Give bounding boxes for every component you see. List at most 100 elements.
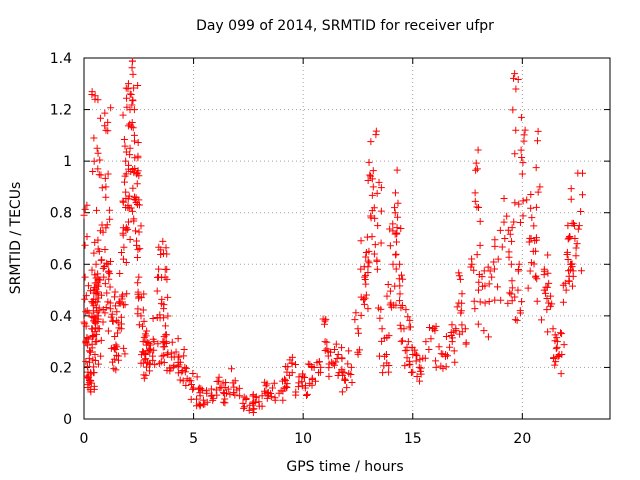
data-point bbox=[151, 361, 159, 369]
data-point bbox=[110, 365, 118, 373]
data-point bbox=[108, 310, 116, 318]
data-point bbox=[107, 344, 115, 352]
data-point bbox=[124, 80, 132, 88]
data-point bbox=[348, 378, 356, 386]
data-point bbox=[568, 282, 576, 290]
data-point bbox=[427, 335, 435, 343]
data-point bbox=[383, 334, 391, 342]
data-point bbox=[368, 207, 376, 215]
data-point bbox=[553, 334, 561, 342]
y-tick-labels: 0 0.2 0.4 0.6 0.8 1 1.2 1.4 bbox=[50, 51, 72, 428]
data-point bbox=[508, 297, 516, 305]
data-point bbox=[488, 273, 496, 281]
data-point bbox=[282, 363, 290, 371]
data-point bbox=[504, 299, 512, 307]
data-point bbox=[129, 166, 137, 174]
data-point bbox=[515, 260, 523, 268]
data-point bbox=[526, 234, 534, 242]
data-point bbox=[511, 199, 519, 207]
data-point bbox=[114, 318, 122, 326]
data-point bbox=[239, 399, 247, 407]
data-point bbox=[366, 171, 374, 179]
data-point bbox=[394, 213, 402, 221]
data-point bbox=[315, 358, 323, 366]
data-point bbox=[517, 146, 525, 154]
data-point bbox=[425, 345, 433, 353]
data-point bbox=[456, 275, 464, 283]
data-point bbox=[432, 363, 440, 371]
data-point bbox=[379, 369, 387, 377]
data-point bbox=[368, 191, 376, 199]
data-point bbox=[112, 341, 120, 349]
data-point bbox=[183, 375, 191, 383]
data-point bbox=[508, 224, 516, 232]
data-point bbox=[506, 289, 514, 297]
data-point bbox=[250, 398, 258, 406]
data-point bbox=[94, 165, 102, 173]
data-point bbox=[559, 298, 567, 306]
data-point bbox=[327, 348, 335, 356]
data-point bbox=[227, 365, 235, 373]
data-point bbox=[532, 203, 540, 211]
data-point bbox=[111, 302, 119, 310]
data-point bbox=[91, 271, 99, 279]
data-point bbox=[516, 218, 524, 226]
data-point bbox=[470, 297, 478, 305]
data-point bbox=[119, 111, 127, 119]
data-point bbox=[158, 352, 166, 360]
data-point bbox=[397, 337, 405, 345]
data-point bbox=[199, 396, 207, 404]
data-point bbox=[551, 337, 559, 345]
y-tick-label: 1.4 bbox=[50, 51, 72, 67]
data-point bbox=[224, 385, 232, 393]
data-point bbox=[437, 350, 445, 358]
data-point bbox=[161, 265, 169, 273]
data-point bbox=[549, 325, 557, 333]
data-point bbox=[119, 255, 127, 263]
data-point bbox=[93, 279, 101, 287]
data-point bbox=[81, 241, 89, 249]
data-point bbox=[507, 290, 515, 298]
data-point bbox=[472, 166, 480, 174]
data-point bbox=[279, 377, 287, 385]
data-point bbox=[160, 358, 168, 366]
data-point bbox=[484, 263, 492, 271]
data-point bbox=[159, 343, 167, 351]
data-point bbox=[573, 240, 581, 248]
data-point bbox=[83, 334, 91, 342]
data-point bbox=[360, 300, 368, 308]
data-point bbox=[530, 222, 538, 230]
data-point bbox=[213, 378, 221, 386]
data-point bbox=[231, 377, 239, 385]
data-point bbox=[413, 352, 421, 360]
data-point bbox=[187, 377, 195, 385]
data-point bbox=[403, 354, 411, 362]
data-point bbox=[561, 279, 569, 287]
data-point bbox=[354, 325, 362, 333]
data-point bbox=[394, 199, 402, 207]
data-point bbox=[233, 386, 241, 394]
data-point bbox=[117, 313, 125, 321]
data-point bbox=[155, 360, 163, 368]
data-point bbox=[197, 385, 205, 393]
data-point bbox=[490, 258, 498, 266]
data-point bbox=[119, 224, 127, 232]
data-point bbox=[367, 212, 375, 220]
data-point bbox=[476, 217, 484, 225]
y-tick-label: 0 bbox=[63, 412, 72, 428]
data-point bbox=[376, 314, 384, 322]
y-axis-label: SRMTID / TECUs bbox=[8, 182, 24, 295]
data-point bbox=[84, 341, 92, 349]
data-point bbox=[80, 211, 88, 219]
data-point bbox=[149, 315, 157, 323]
data-point bbox=[192, 395, 200, 403]
data-point bbox=[162, 331, 170, 339]
data-point bbox=[116, 299, 124, 307]
data-point bbox=[543, 295, 551, 303]
data-point bbox=[203, 398, 211, 406]
data-point bbox=[115, 298, 123, 306]
data-point bbox=[332, 340, 340, 348]
data-point bbox=[240, 393, 248, 401]
x-axis-label: GPS time / hours bbox=[286, 459, 403, 475]
